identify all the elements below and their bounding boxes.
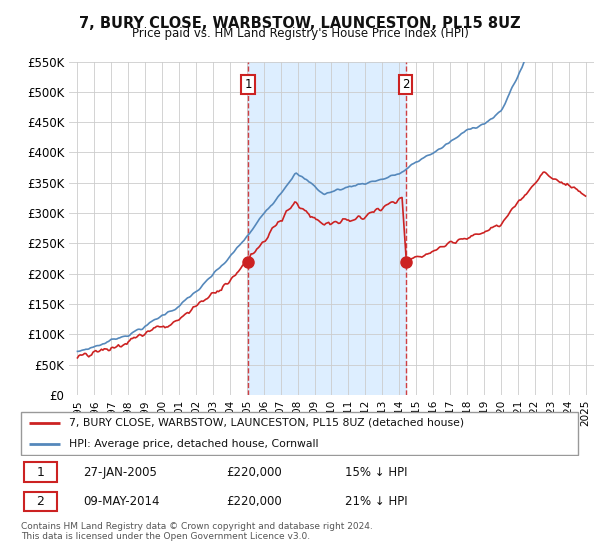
Text: 21% ↓ HPI: 21% ↓ HPI: [345, 495, 408, 508]
Text: 1: 1: [37, 465, 44, 479]
Text: £220,000: £220,000: [227, 495, 283, 508]
Text: Contains HM Land Registry data © Crown copyright and database right 2024.
This d: Contains HM Land Registry data © Crown c…: [21, 522, 373, 542]
Text: 09-MAY-2014: 09-MAY-2014: [83, 495, 160, 508]
FancyBboxPatch shape: [21, 412, 578, 455]
Text: 2: 2: [37, 495, 44, 508]
Text: 1: 1: [244, 78, 252, 91]
FancyBboxPatch shape: [23, 463, 58, 482]
Text: 7, BURY CLOSE, WARBSTOW, LAUNCESTON, PL15 8UZ (detached house): 7, BURY CLOSE, WARBSTOW, LAUNCESTON, PL1…: [69, 418, 464, 428]
Text: 2: 2: [402, 78, 409, 91]
Text: 7, BURY CLOSE, WARBSTOW, LAUNCESTON, PL15 8UZ: 7, BURY CLOSE, WARBSTOW, LAUNCESTON, PL1…: [79, 16, 521, 31]
Bar: [248, 62, 406, 395]
Text: £220,000: £220,000: [227, 465, 283, 479]
Text: 15% ↓ HPI: 15% ↓ HPI: [345, 465, 407, 479]
Text: Price paid vs. HM Land Registry's House Price Index (HPI): Price paid vs. HM Land Registry's House …: [131, 27, 469, 40]
Text: HPI: Average price, detached house, Cornwall: HPI: Average price, detached house, Corn…: [69, 439, 318, 449]
FancyBboxPatch shape: [23, 492, 58, 511]
Text: 27-JAN-2005: 27-JAN-2005: [83, 465, 157, 479]
